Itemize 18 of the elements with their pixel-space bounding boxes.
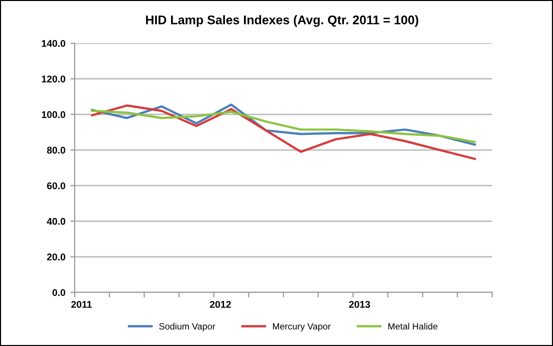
line-series bbox=[90, 104, 476, 146]
y-tick-label: 60.0 bbox=[47, 182, 66, 190]
legend-label: Mercury Vapor bbox=[272, 323, 331, 332]
y-tick-label: 0.0 bbox=[52, 289, 66, 296]
chart-title: HID Lamp Sales Indexes (Avg. Qtr. 2011 = 100) bbox=[146, 15, 418, 27]
line-series bbox=[90, 104, 476, 160]
x-tick-label: 2011 bbox=[71, 300, 92, 308]
x-tick-label: 2012 bbox=[210, 300, 231, 308]
y-tick-label: 20.0 bbox=[47, 254, 66, 260]
y-tick-label: 80.0 bbox=[47, 146, 66, 154]
y-tick-label: 120.0 bbox=[42, 76, 66, 82]
line-series bbox=[90, 110, 476, 144]
y-tick-label: 140.0 bbox=[42, 40, 66, 47]
y-tick-label: 100.0 bbox=[42, 111, 66, 118]
x-tick-label: 2013 bbox=[349, 300, 370, 308]
y-tick-label: 40.0 bbox=[46, 218, 66, 225]
legend-label: Sodium Vapor bbox=[159, 322, 216, 332]
legend-label: Metal Halide bbox=[388, 322, 438, 330]
